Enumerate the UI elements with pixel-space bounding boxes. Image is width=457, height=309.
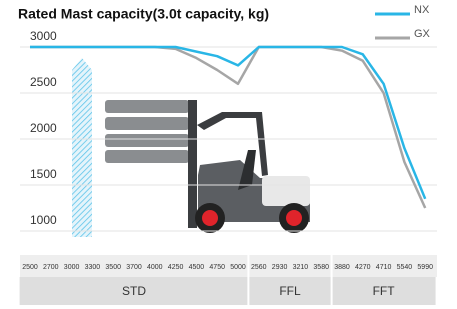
x-tick-label: 3000: [64, 264, 80, 271]
decoration: [72, 58, 310, 237]
x-tick-label: 2560: [251, 264, 267, 271]
chart: Rated Mast capacity(3.0t capacity, kg) 1…: [0, 0, 457, 309]
x-tick-label: 3580: [313, 264, 329, 271]
x-tick-label: 4750: [209, 264, 225, 271]
y-tick-label: 3000: [30, 29, 57, 43]
group-label: FFT: [373, 284, 396, 298]
y-tick-label: 1500: [30, 167, 57, 181]
x-tick-label: 2930: [272, 264, 288, 271]
x-tick-label: 3300: [85, 264, 101, 271]
x-tick-label: 2500: [22, 264, 38, 271]
x-tick-label: 4000: [147, 264, 163, 271]
x-tick-label: 5000: [230, 264, 246, 271]
x-tick-label: 4250: [168, 264, 184, 271]
group-label: FFL: [279, 284, 301, 298]
x-tick-label: 5540: [397, 264, 413, 271]
y-tick-label: 2000: [30, 121, 57, 135]
legend-label: NX: [414, 4, 430, 16]
x-tick-label: 4710: [376, 264, 392, 271]
category-band: [20, 255, 437, 277]
x-tick-label: 2700: [43, 264, 59, 271]
x-tick-label: 3500: [105, 264, 121, 271]
x-tick-label: 4270: [355, 264, 371, 271]
legend-label: GX: [414, 28, 431, 40]
x-tick-label: 4500: [189, 264, 205, 271]
group-label: STD: [122, 284, 146, 298]
y-tick-label: 2500: [30, 75, 57, 89]
x-tick-label: 3880: [334, 264, 350, 271]
y-tick-label: 1000: [30, 213, 57, 227]
chart-title: Rated Mast capacity(3.0t capacity, kg): [18, 6, 269, 22]
x-tick-label: 5990: [417, 264, 433, 271]
x-tick-label: 3700: [126, 264, 142, 271]
x-tick-label: 3210: [293, 264, 309, 271]
